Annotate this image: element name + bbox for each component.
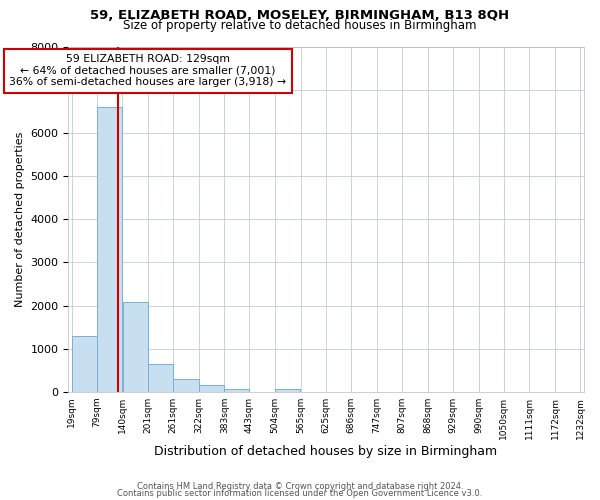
Bar bbox=[97, 107, 122, 392]
Bar bbox=[72, 336, 97, 392]
Y-axis label: Number of detached properties: Number of detached properties bbox=[15, 132, 25, 307]
Bar bbox=[148, 364, 173, 392]
Bar bbox=[199, 386, 224, 392]
Bar bbox=[224, 390, 250, 392]
Text: Contains public sector information licensed under the Open Government Licence v3: Contains public sector information licen… bbox=[118, 488, 482, 498]
Text: Size of property relative to detached houses in Birmingham: Size of property relative to detached ho… bbox=[123, 19, 477, 32]
Bar bbox=[122, 302, 148, 392]
Text: 59 ELIZABETH ROAD: 129sqm
← 64% of detached houses are smaller (7,001)
36% of se: 59 ELIZABETH ROAD: 129sqm ← 64% of detac… bbox=[10, 54, 287, 88]
Text: Contains HM Land Registry data © Crown copyright and database right 2024.: Contains HM Land Registry data © Crown c… bbox=[137, 482, 463, 491]
Text: 59, ELIZABETH ROAD, MOSELEY, BIRMINGHAM, B13 8QH: 59, ELIZABETH ROAD, MOSELEY, BIRMINGHAM,… bbox=[91, 9, 509, 22]
Bar bbox=[173, 379, 199, 392]
Bar bbox=[275, 388, 301, 392]
X-axis label: Distribution of detached houses by size in Birmingham: Distribution of detached houses by size … bbox=[154, 444, 497, 458]
